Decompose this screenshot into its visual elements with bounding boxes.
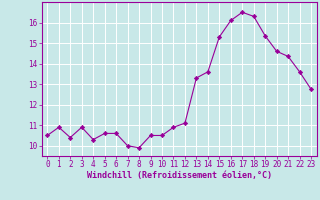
X-axis label: Windchill (Refroidissement éolien,°C): Windchill (Refroidissement éolien,°C) [87,171,272,180]
